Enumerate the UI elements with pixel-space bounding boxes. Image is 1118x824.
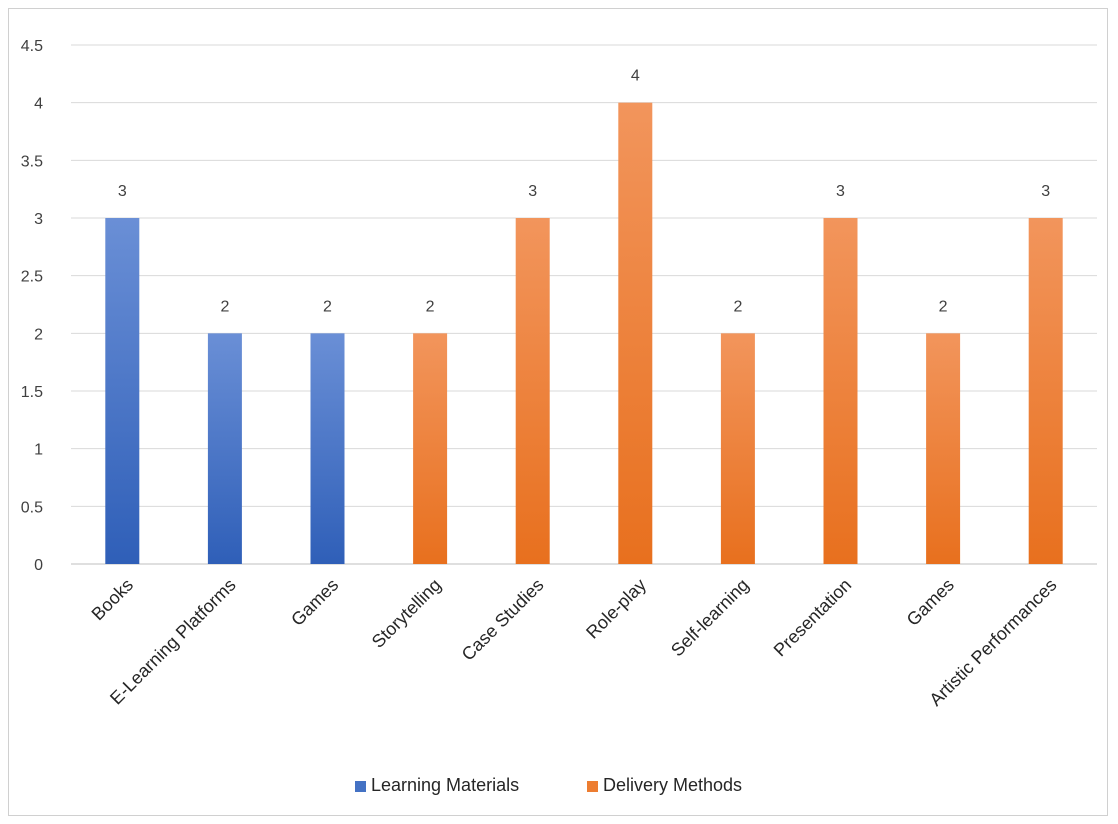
- y-tick-label: 1: [34, 442, 43, 459]
- data-label: 3: [118, 183, 127, 200]
- x-category-label: Games: [287, 575, 342, 630]
- x-category-label: Books: [88, 575, 138, 625]
- bar-delivery-methods: [926, 333, 961, 564]
- y-axis-ticks: 0 0.5 1 1.5 2 2.5 3 3.5 4 4.5: [21, 38, 43, 574]
- y-tick-label: 3.5: [21, 153, 43, 170]
- y-tick-label: 4: [34, 96, 43, 113]
- legend-item-delivery-methods: Delivery Methods: [587, 775, 742, 795]
- y-tick-label: 2: [34, 326, 43, 343]
- bar-delivery-methods: [413, 333, 448, 564]
- bar-delivery-methods: [823, 218, 858, 564]
- data-label: 3: [528, 183, 537, 200]
- data-label: 4: [631, 68, 640, 85]
- data-label: 2: [220, 298, 229, 315]
- y-tick-label: 1.5: [21, 384, 43, 401]
- data-label: 2: [939, 298, 948, 315]
- legend-item-learning-materials: Learning Materials: [355, 775, 519, 795]
- y-tick-label: 2.5: [21, 269, 43, 286]
- y-tick-label: 0: [34, 557, 43, 574]
- x-category-label: Self-learning: [667, 575, 753, 661]
- legend: Learning Materials Delivery Methods: [355, 775, 742, 795]
- bars: [105, 102, 1063, 565]
- x-category-label: Role-play: [582, 575, 650, 643]
- bar-learning-materials: [105, 218, 140, 564]
- x-category-label: Presentation: [770, 575, 856, 661]
- y-tick-label: 3: [34, 211, 43, 228]
- legend-swatch: [355, 781, 366, 792]
- x-category-label: Games: [903, 575, 958, 630]
- data-label: 2: [733, 298, 742, 315]
- bar-chart: 0 0.5 1 1.5 2 2.5 3 3.5 4 4.5 3 2 2 2 3 4 2 3 2 3 BooksE-L…: [21, 38, 1097, 795]
- data-labels: 3 2 2 2 3 4 2 3 2 3: [118, 68, 1050, 316]
- data-label: 3: [836, 183, 845, 200]
- legend-label: Delivery Methods: [603, 775, 742, 795]
- y-tick-label: 4.5: [21, 38, 43, 55]
- data-label: 2: [323, 298, 332, 315]
- x-category-label: Case Studies: [458, 575, 548, 665]
- bar-delivery-methods: [1028, 218, 1063, 564]
- chart-frame: 0 0.5 1 1.5 2 2.5 3 3.5 4 4.5 3 2 2 2 3 4 2 3 2 3 Books E-L…: [8, 8, 1108, 816]
- bar-delivery-methods: [515, 218, 550, 564]
- bar-delivery-methods: [618, 102, 653, 565]
- x-category-label: Storytelling: [368, 575, 445, 652]
- data-label: 2: [426, 298, 435, 315]
- bar-learning-materials: [207, 333, 242, 564]
- data-label: 3: [1041, 183, 1050, 200]
- bar-delivery-methods: [720, 333, 755, 564]
- gridlines: [71, 44, 1097, 565]
- legend-swatch: [587, 781, 598, 792]
- bar-learning-materials: [310, 333, 345, 564]
- y-tick-label: 0.5: [21, 499, 43, 516]
- legend-label: Learning Materials: [371, 775, 519, 795]
